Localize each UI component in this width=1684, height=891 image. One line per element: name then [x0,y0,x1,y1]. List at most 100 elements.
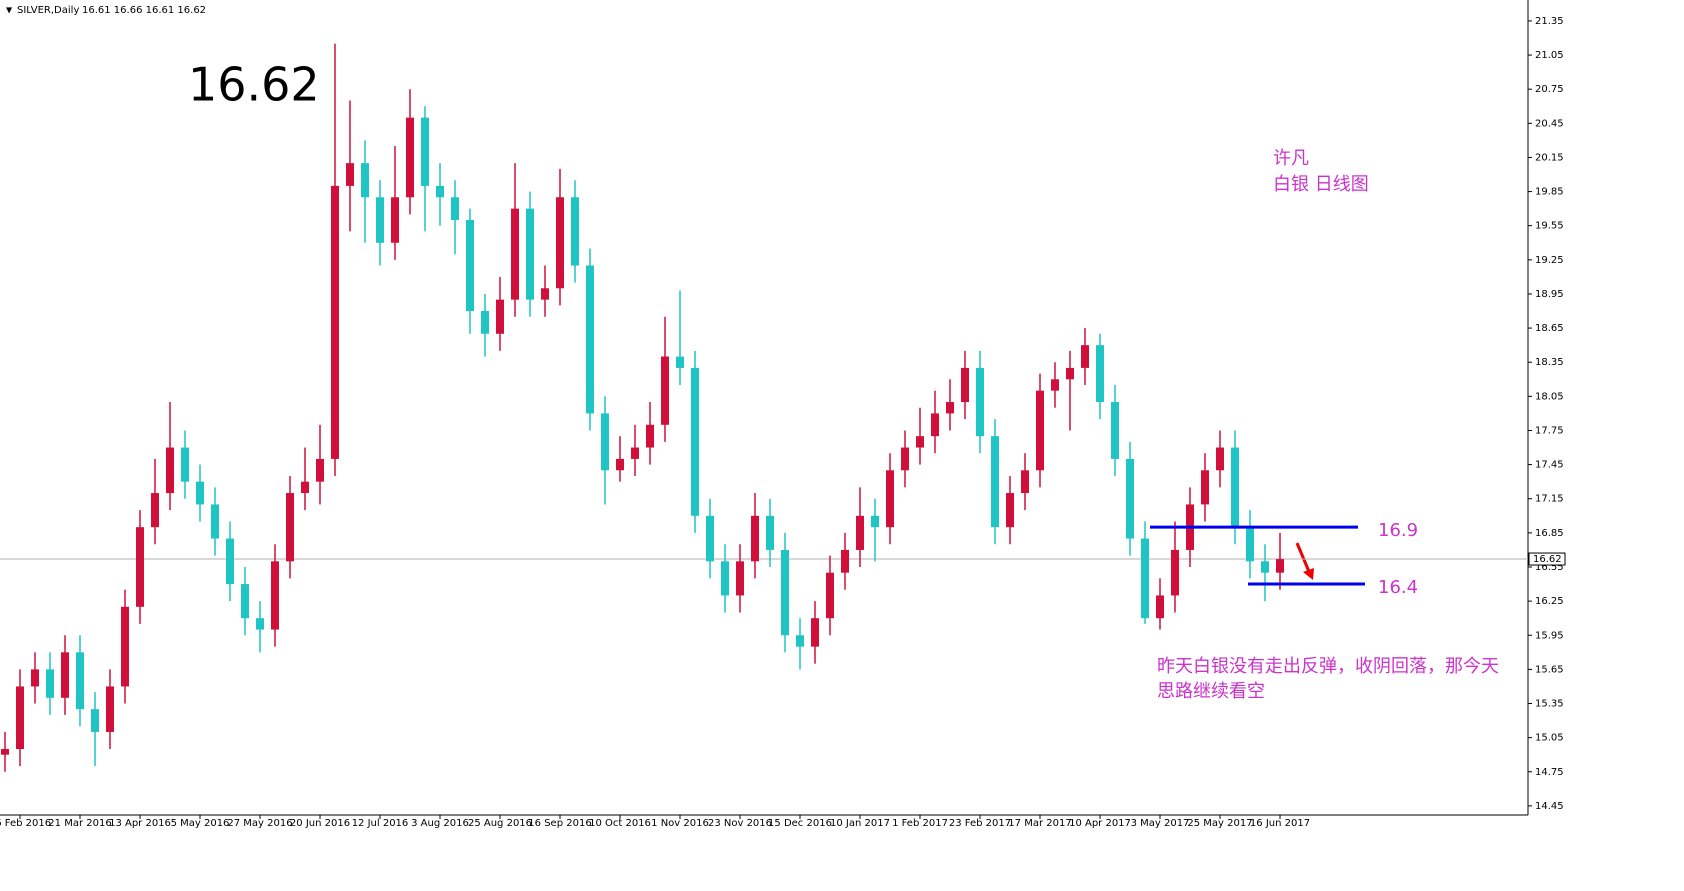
subtitle: 白银 日线图 [1273,174,1369,195]
candle-body [226,538,234,585]
candle-body [1216,447,1224,471]
x-tick-label: 16 Sep 2016 [528,818,591,829]
candle-body [841,549,849,573]
candle-body [1036,390,1044,471]
y-tick-label: 20.15 [1535,152,1564,163]
candle-body [586,265,594,414]
y-tick-label: 16.55 [1535,562,1564,573]
candle-body [961,367,969,403]
candle-body [541,288,549,300]
candle-body [1156,595,1164,619]
comment-line: 思路继续看空 [1157,681,1265,702]
y-tick-label: 20.75 [1535,84,1564,95]
candle-body [571,197,579,266]
candle-body [241,584,249,619]
candle-body [976,367,984,437]
candle-body [331,185,339,459]
candle-body [706,515,714,562]
candle-body [1246,527,1254,562]
candle-body [1066,367,1074,380]
candle-body [301,481,309,494]
y-tick-label: 16.85 [1535,528,1564,539]
trend-arrow [1295,542,1312,575]
y-tick-label: 17.15 [1535,494,1564,505]
candle-body [451,197,459,221]
x-tick-label: 1 Nov 2016 [651,818,709,829]
y-tick-label: 15.35 [1535,699,1564,710]
candle-body [376,197,384,243]
y-tick-label: 18.95 [1535,289,1564,300]
candle-body [346,163,354,186]
x-tick-label: 1 Feb 2017 [892,818,948,829]
candle-body [751,515,759,562]
x-tick-label: 16 Jun 2017 [1250,818,1310,829]
candle-body [1,749,9,755]
candle-body [901,447,909,471]
x-tick-label: 13 Apr 2016 [109,818,171,829]
x-tick-label: 23 Nov 2016 [708,818,772,829]
candle-body [556,197,564,289]
candle-body [1006,493,1014,528]
x-tick-label: 10 Jan 2017 [830,818,890,829]
level-label: 16.9 [1378,520,1418,541]
candle-body [106,686,114,732]
candle-body [361,163,369,198]
x-tick-label: 20 Jun 2016 [290,818,350,829]
candle-body [16,686,24,750]
y-tick-label: 19.85 [1535,187,1564,198]
x-tick-label: 27 May 2016 [227,818,292,829]
candle-body [1096,345,1104,403]
y-tick-label: 20.45 [1535,118,1564,129]
candle-body [931,413,939,437]
y-tick-label: 17.75 [1535,425,1564,436]
x-tick-label: 25 Aug 2016 [468,818,532,829]
candle-body [421,117,429,186]
candle-body [1141,538,1149,619]
candle-body [166,447,174,494]
y-tick-label: 14.45 [1535,801,1564,812]
y-tick-label: 19.55 [1535,221,1564,232]
candle-body [406,117,414,198]
y-tick-label: 17.45 [1535,460,1564,471]
candle-body [196,481,204,505]
candle-body [886,470,894,528]
candle-body [721,561,729,596]
x-tick-label: 10 Oct 2016 [589,818,651,829]
y-tick-label: 18.05 [1535,391,1564,402]
candle-body [796,635,804,647]
x-tick-label: 10 Apr 2017 [1069,818,1131,829]
candle-body [601,413,609,471]
candle-body [481,311,489,334]
candle-body [871,515,879,528]
last-price-box [1528,552,1566,566]
candle-body [1231,447,1239,528]
candle-body [826,572,834,619]
candle-body [781,549,789,636]
x-tick-label: 3 May 2017 [1131,818,1190,829]
candle-body [916,436,924,448]
candle-body [526,208,534,300]
x-tick-label: 25 May 2017 [1187,818,1252,829]
candle-body [61,652,69,698]
candle-body [616,458,624,471]
candle-body [736,561,744,596]
last-price-label: 16.62 [1533,554,1562,565]
author: 许凡 [1273,148,1309,169]
y-tick-label: 21.35 [1535,16,1564,27]
big-price: 16.62 [188,58,320,112]
x-tick-label: 17 Mar 2017 [1008,818,1071,829]
candle-body [496,299,504,334]
candle-body [1081,345,1089,368]
candle-body [1171,549,1179,596]
candle-body [211,504,219,539]
x-tick-label: 3 Aug 2016 [411,818,469,829]
candle-body [271,561,279,630]
x-tick-label: 23 Feb 2017 [949,818,1011,829]
candle-body [1051,379,1059,391]
header-ohlc: 16.61 16.66 16.61 16.62 [82,5,206,16]
y-tick-label: 18.65 [1535,323,1564,334]
candle-body [991,436,999,528]
candle-body [466,220,474,312]
y-tick-label: 18.35 [1535,357,1564,368]
